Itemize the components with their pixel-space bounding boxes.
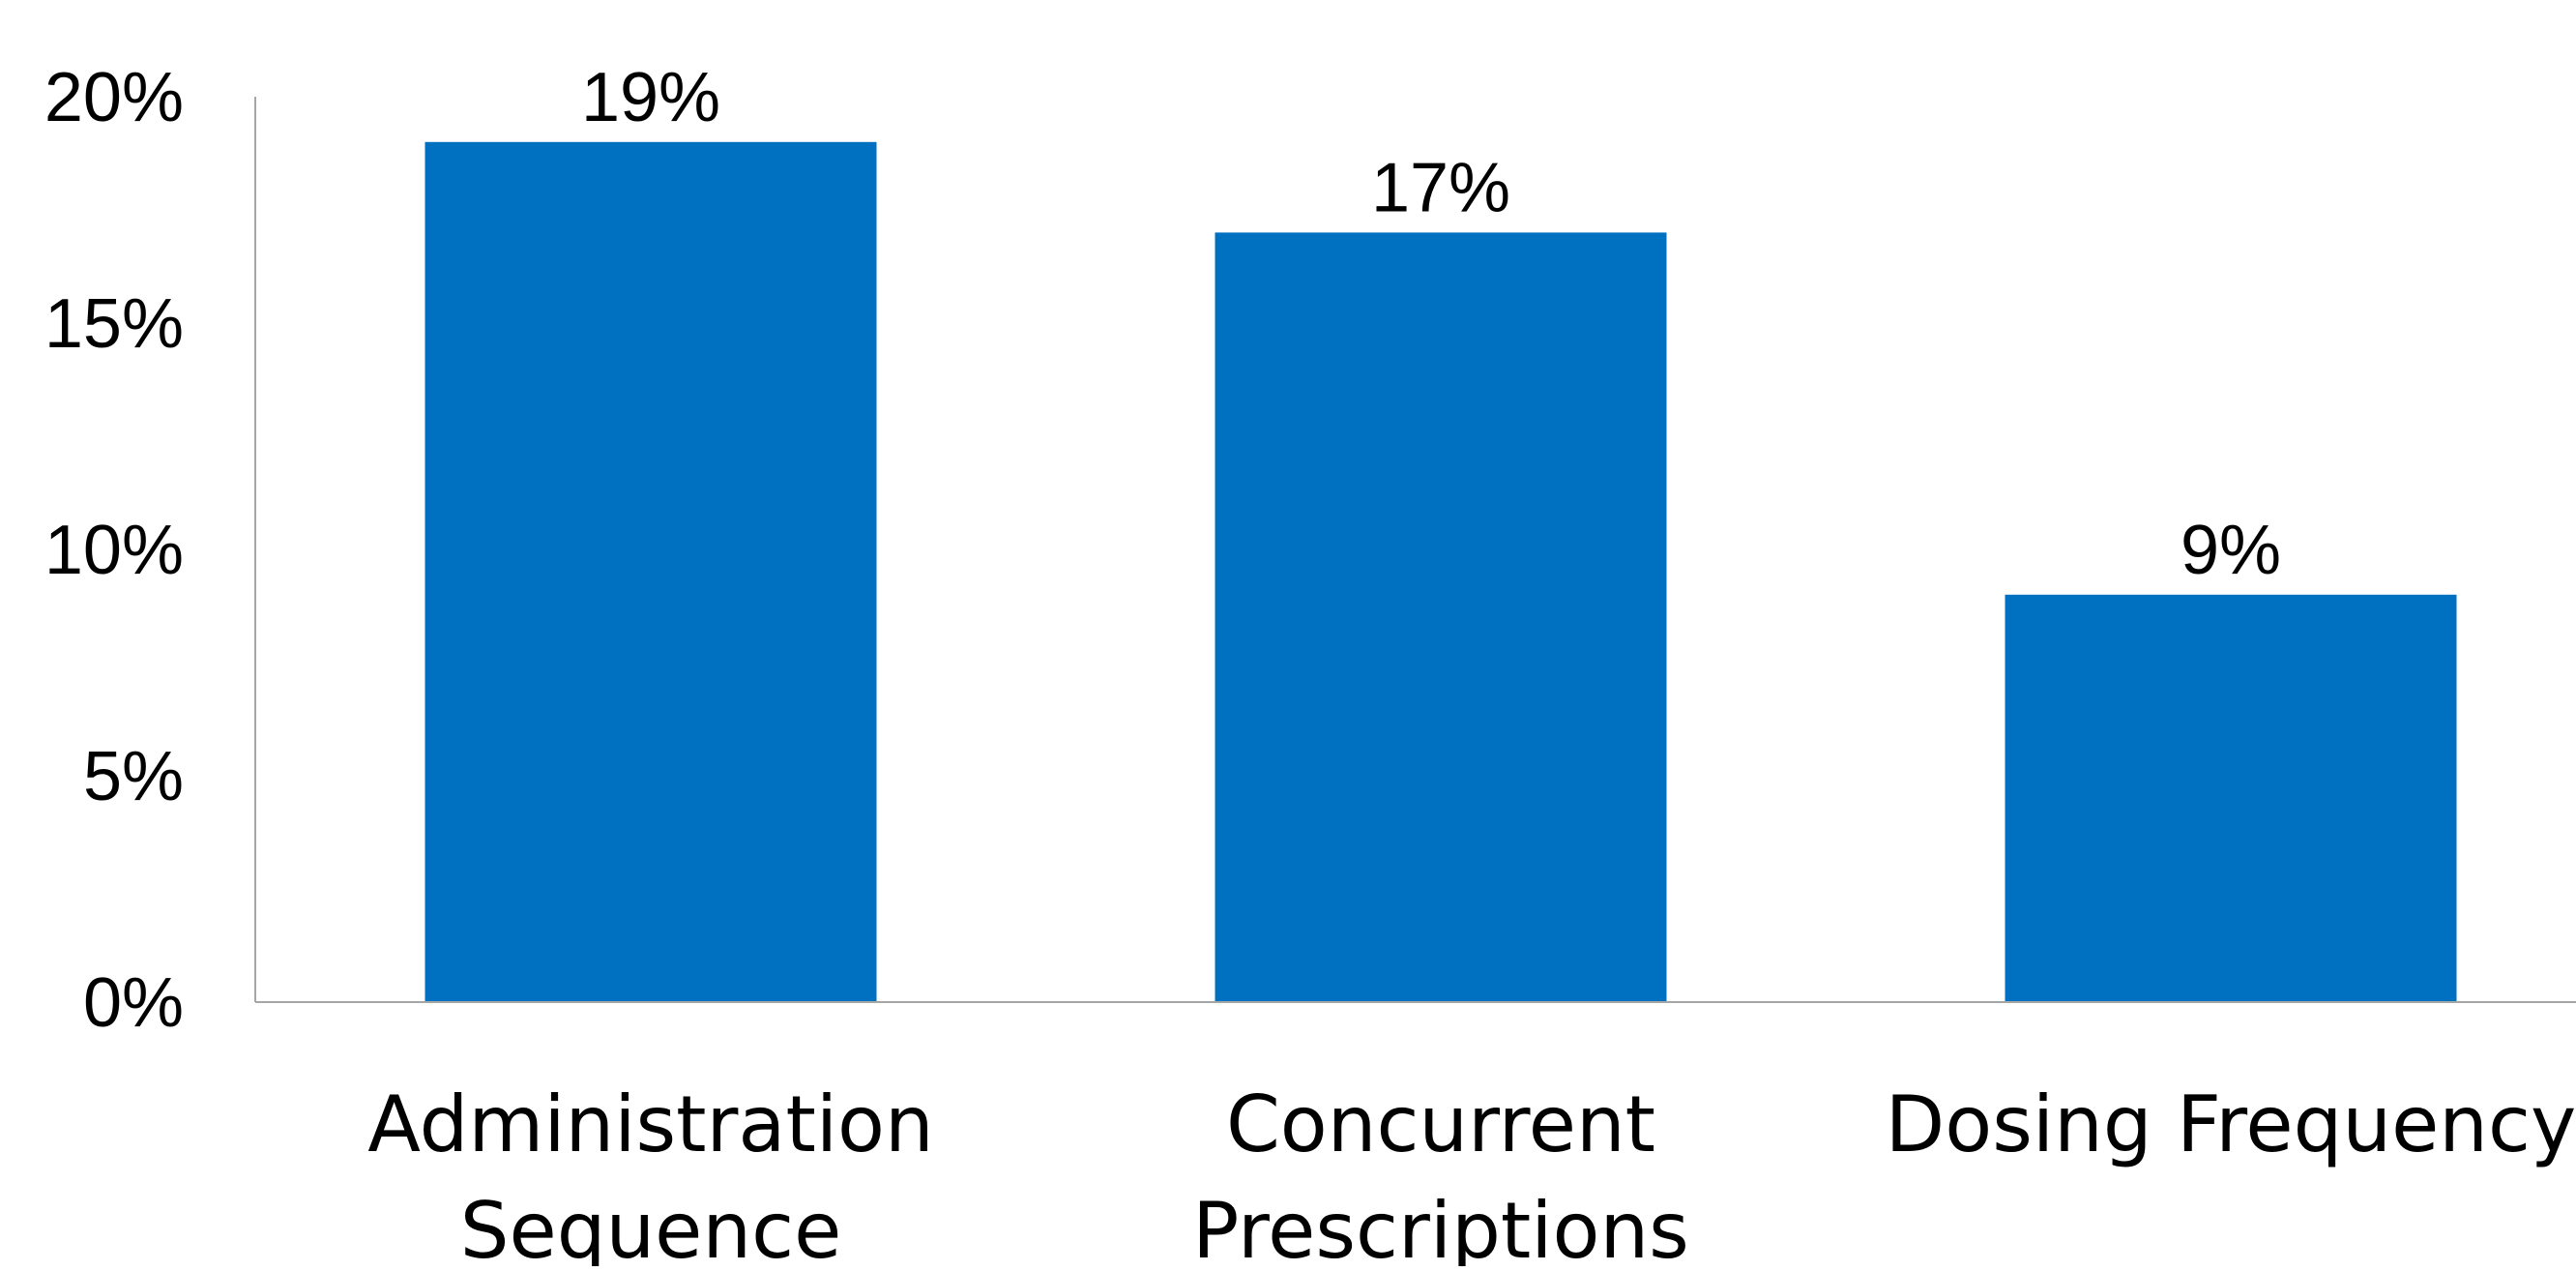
bar — [424, 141, 877, 1003]
axes-layer — [254, 97, 2576, 1003]
x-category-label: Sequence — [460, 1186, 842, 1266]
labels-layer: 0% 5% 10% 15% 20% 19% Administration Sequence 17… — [44, 59, 2576, 1271]
bar — [1215, 232, 1667, 1002]
data-label: 19% — [581, 59, 720, 136]
bars-layer — [424, 141, 2457, 1003]
data-label: 9% — [2181, 512, 2281, 589]
y-tick-label: 10% — [44, 512, 184, 589]
data-label: 17% — [1371, 149, 1510, 226]
x-category-label: Concurrent — [1226, 1079, 1655, 1169]
y-tick-label: 5% — [83, 738, 184, 815]
y-tick-label: 0% — [83, 964, 184, 1042]
bar — [2005, 594, 2457, 1002]
y-tick-label: 15% — [44, 285, 184, 363]
y-tick-label: 20% — [44, 59, 184, 136]
x-category-label: Dosing Frequency — [1886, 1079, 2576, 1169]
x-category-label: Prescriptions — [1192, 1186, 1689, 1266]
x-category-label: Administration — [367, 1079, 933, 1169]
